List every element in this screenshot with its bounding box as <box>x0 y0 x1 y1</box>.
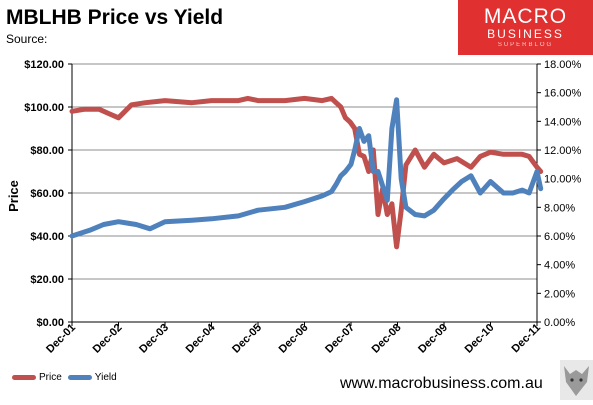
x-tick-label: Dec-09 <box>416 322 450 356</box>
y-tick-label: $80.00 <box>30 145 64 157</box>
legend-label-price: Price <box>39 372 62 383</box>
y-tick-label: $100.00 <box>24 102 64 114</box>
y2-tick-label: 8.00% <box>544 202 575 214</box>
legend-swatch-yield <box>67 375 92 380</box>
source-label: Source: <box>6 32 48 46</box>
logo-line3: SUPERBLOG <box>497 42 554 48</box>
y2-tick-label: 18.00% <box>544 59 582 71</box>
y2-tick-label: 10.00% <box>544 174 582 186</box>
y2-tick-label: 12.00% <box>544 145 582 157</box>
website-url: www.macrobusiness.com.au <box>340 375 543 392</box>
macrobusiness-logo: MACRO BUSINESS SUPERBLOG <box>458 0 593 55</box>
y-tick-label: $120.00 <box>24 59 64 71</box>
x-tick-label: Dec-10 <box>463 322 497 356</box>
y2-tick-label: 0.00% <box>544 317 575 329</box>
axes <box>68 63 541 326</box>
x-tick-label: Dec-08 <box>370 322 404 356</box>
x-tick-label: Dec-11 <box>510 322 544 356</box>
series-line-price <box>69 95 544 250</box>
tick-labels: $0.00 $20.00 $40.00 $60.00 $80.00 $100.00 $120… <box>24 59 581 356</box>
y-tick-label: $20.00 <box>30 274 64 286</box>
y2-tick-label: 16.00% <box>544 88 582 100</box>
logo-line1: MACRO <box>483 5 568 28</box>
x-tick-label: Dec-03 <box>137 322 171 356</box>
y2-tick-label: 14.00% <box>544 116 582 128</box>
legend-item-yield: Yield <box>67 372 117 383</box>
y-tick-label: $40.00 <box>30 231 64 243</box>
series <box>69 95 544 250</box>
y2-tick-label: 4.00% <box>544 260 575 272</box>
x-tick-label: Dec-07 <box>323 322 357 356</box>
y-axis-label: Price <box>6 180 21 212</box>
legend-label-yield: Yield <box>94 372 117 383</box>
legend-swatch-price <box>12 375 36 380</box>
y2-tick-label: 2.00% <box>544 288 575 300</box>
logo-line2: BUSINESS <box>487 27 564 41</box>
y2-tick-label: 6.00% <box>544 231 575 243</box>
x-tick-label: Dec-02 <box>91 322 125 356</box>
x-tick-label: Dec-04 <box>184 321 219 356</box>
series-line-yield <box>69 97 544 239</box>
y-tick-label: $0.00 <box>36 317 64 329</box>
legend-item-price: Price <box>12 372 62 383</box>
legend: Price Yield <box>12 372 123 383</box>
wolf-logo-icon <box>560 360 593 400</box>
x-tick-label: Dec-05 <box>230 322 264 356</box>
page-title: MBLHB Price vs Yield <box>6 6 224 29</box>
y-tick-label: $60.00 <box>30 188 64 200</box>
x-tick-label: Dec-06 <box>277 322 311 356</box>
